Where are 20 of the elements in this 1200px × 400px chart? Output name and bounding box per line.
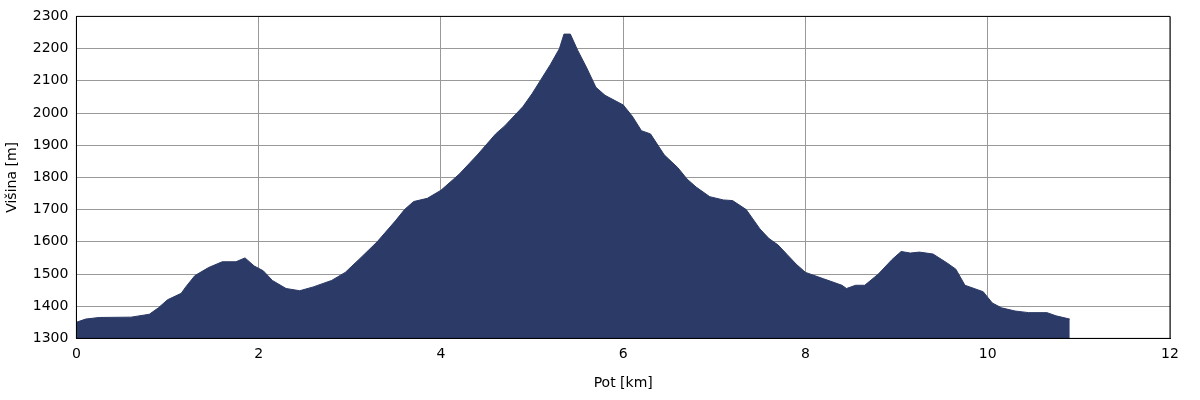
- x-tick-label: 12: [1161, 345, 1179, 362]
- x-tick-label: 4: [436, 345, 446, 362]
- x-tick-label: 0: [71, 345, 81, 362]
- y-tick-label: 2300: [32, 7, 69, 24]
- x-axis-title: Pot [km]: [593, 374, 653, 391]
- y-tick-label: 1400: [32, 296, 69, 313]
- y-tick-label: 1600: [32, 232, 69, 249]
- y-tick-label: 1700: [32, 200, 69, 217]
- y-tick-label: 2000: [32, 103, 69, 120]
- y-tick-label: 1800: [32, 168, 69, 185]
- x-tick-label: 8: [801, 345, 810, 362]
- y-tick-label: 1500: [32, 264, 69, 281]
- y-tick-label: 1900: [32, 135, 69, 152]
- y-tick-label: 2100: [32, 71, 69, 88]
- x-tick-label: 10: [978, 345, 997, 362]
- x-tick-label: 6: [618, 345, 628, 362]
- y-axis-title: Višina [m]: [3, 141, 20, 213]
- y-tick-label: 2200: [32, 39, 69, 56]
- y-tick-label: 1300: [32, 329, 69, 346]
- x-tick-label: 2: [254, 345, 264, 362]
